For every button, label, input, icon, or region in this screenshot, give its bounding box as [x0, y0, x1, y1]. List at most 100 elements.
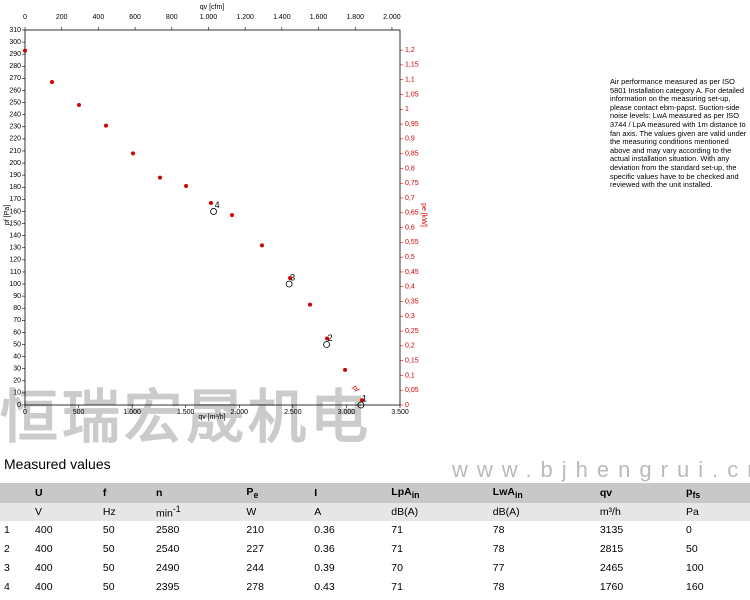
y-tick-label: 150 [9, 220, 21, 227]
units-cell: min-1 [151, 503, 243, 521]
x-tick-label: 2.000 [231, 409, 249, 416]
series-marker [23, 48, 27, 53]
table-cell: 4 [0, 577, 32, 597]
x2-tick-label: 600 [129, 14, 141, 21]
table-cell: 0.36 [310, 521, 388, 540]
y2-tick-label: 0,8 [405, 165, 415, 172]
header-text: U [35, 487, 43, 499]
header-text: qv [599, 487, 613, 499]
y-tick-label: 280 [9, 63, 21, 70]
x2-tick-label: 1.400 [273, 14, 291, 21]
header-sub: e [253, 490, 259, 501]
y-tick-label: 90 [13, 293, 21, 300]
table-cell: 160 [682, 577, 750, 597]
series-marker [260, 243, 264, 248]
header-sub: in [411, 490, 420, 501]
operating-point [285, 280, 293, 288]
y2-tick-label: 0,5 [405, 254, 415, 261]
y2-tick-label: 1,2 [405, 47, 415, 54]
table-row: 3 400 50 2490 244 0.39 70 77 2465 100 [0, 558, 750, 578]
header-text: p [686, 485, 693, 498]
units-cell: Hz [98, 503, 152, 521]
x2-tick-label: 1.600 [310, 14, 328, 21]
units-text: Pa [686, 506, 699, 518]
y2-tick-label: 0,9 [405, 136, 415, 143]
table-cell: 0.39 [310, 558, 388, 578]
x2-tick-label: 1.800 [346, 14, 364, 21]
header-cell: f [98, 483, 152, 503]
y-tick-label: 10 [13, 390, 21, 397]
series-name: pf [351, 385, 360, 394]
watermark-brand: 恒瑞宏晟机电 [0, 383, 373, 451]
y-tick-label: 190 [9, 172, 21, 179]
y2-tick-label: 0,3 [405, 313, 415, 320]
units-text: dB(A) [391, 506, 419, 518]
chart: 0102030405060708090100110120130140150160… [4, 4, 427, 421]
table-cell: 278 [242, 577, 311, 597]
table-cell: 3135 [595, 521, 683, 540]
y2-tick-label: 0,65 [405, 210, 419, 217]
table-cell: 0 [682, 521, 750, 540]
table-cell: 78 [488, 539, 596, 559]
x-tick-label: 0 [23, 409, 27, 416]
y-tick-label: 110 [10, 269, 21, 276]
watermark-url: www.bjhengrui.cn [452, 457, 750, 482]
y-tick-label: 210 [9, 148, 21, 155]
y-tick-label: 60 [13, 329, 21, 336]
series-marker [343, 367, 348, 372]
units-text: Hz [102, 506, 116, 518]
x2-tick-label: 1.200 [236, 14, 254, 21]
note: Air performance measured as per ISO 5801… [610, 77, 747, 190]
y2-tick-label: 0,95 [405, 121, 419, 128]
table-cell: 77 [488, 558, 596, 578]
header-text: P [246, 485, 254, 498]
table-row: 2 400 50 2540 227 0.36 71 78 2815 50 [0, 539, 750, 559]
x2-tick-label: 400 [93, 14, 105, 21]
units-text: A [314, 506, 322, 518]
plot-frame [24, 29, 401, 406]
y-tick-label: 240 [9, 112, 21, 119]
x-tick-label: 1.000 [123, 409, 141, 416]
y-tick-label: 250 [9, 99, 21, 106]
x2-axis-label: qv [cfm] [200, 4, 225, 11]
series-marker [325, 336, 330, 341]
x2-tick-label: 800 [166, 14, 178, 21]
header-sub: in [514, 490, 523, 501]
table-cell: 0.43 [310, 577, 388, 597]
x2-tick-label: 200 [56, 14, 68, 21]
table-cell: 3 [0, 558, 32, 578]
y-tick-label: 100 [9, 281, 21, 288]
series-marker [77, 103, 81, 107]
y-tick-label: 70 [13, 317, 21, 324]
table-cell: 400 [31, 521, 99, 540]
header-text: I [314, 487, 318, 499]
y2-tick-label: 1,1 [405, 77, 415, 84]
table-cell: 244 [242, 558, 311, 578]
y-tick-label: 0 [17, 402, 21, 409]
x-tick-label: 3.000 [338, 409, 356, 416]
table-cell: 50 [98, 539, 152, 559]
y-tick-label: 30 [13, 366, 21, 373]
y2-tick-label: 0,25 [405, 328, 419, 335]
y2-tick-label: 1,15 [405, 62, 419, 69]
y-tick-label: 80 [13, 305, 21, 312]
operating-point [357, 401, 365, 409]
y-axis-label: pf [Pa] [4, 205, 11, 225]
header-cell: qv [595, 483, 683, 503]
units-cell: m³/h [595, 503, 683, 521]
table-cell: 1760 [595, 577, 683, 597]
y-tick-label: 50 [13, 341, 21, 348]
units-text: dB(A) [492, 506, 520, 518]
table-cell: 400 [31, 539, 99, 559]
operating-point-label: 4 [215, 200, 220, 210]
table-row: 4 400 50 2395 278 0.43 71 78 1760 160 [0, 577, 750, 597]
table-cell: 50 [98, 521, 152, 540]
y2-tick-label: 0,6 [405, 224, 415, 231]
header-cell: n [151, 483, 243, 503]
series-marker [230, 213, 234, 218]
table-cell: 2490 [151, 558, 243, 578]
units-cell: A [310, 503, 388, 521]
